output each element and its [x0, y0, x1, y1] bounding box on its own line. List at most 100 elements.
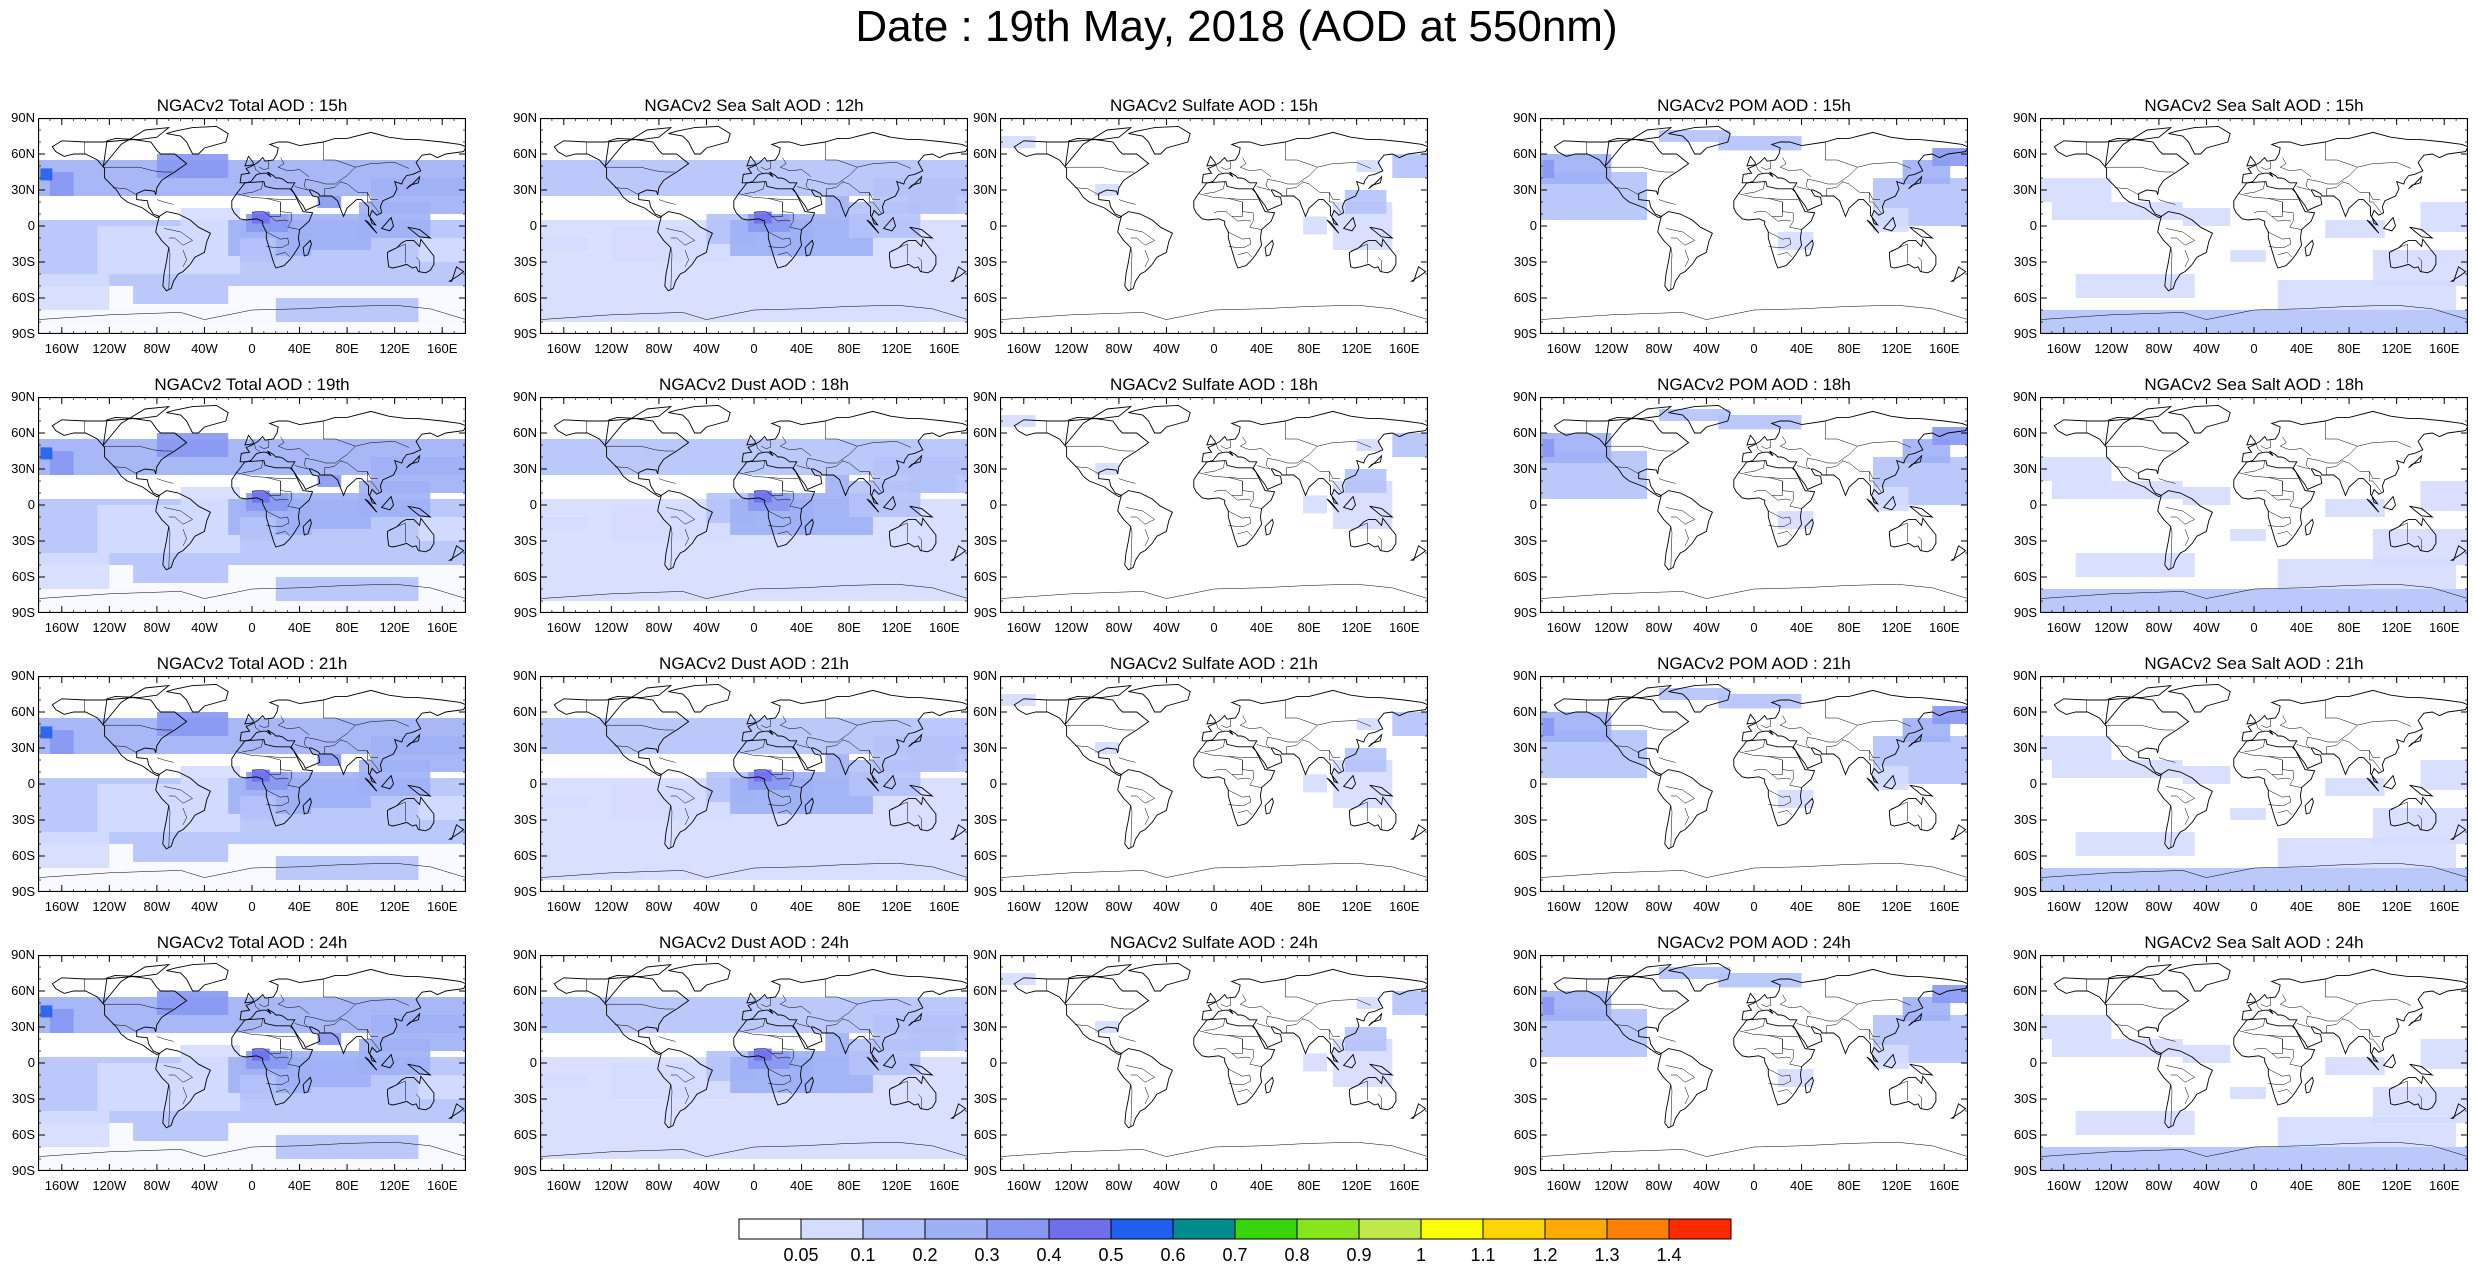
- lon-tick-label: 80E: [1297, 620, 1321, 635]
- country-border: [1665, 786, 1696, 804]
- country-border: [1228, 231, 1252, 248]
- coastline: [553, 418, 690, 498]
- coastline: [364, 219, 378, 234]
- country-border: [1074, 1024, 1099, 1033]
- aod-patch: [133, 1123, 229, 1141]
- colorbar-swatch: [1482, 1218, 1546, 1240]
- coastline: [51, 139, 188, 219]
- map-panel: NGACv2 Sulfate AOD : 15h 90N 60N 30N 0 30S 60S…: [973, 96, 1428, 356]
- coastline: [804, 797, 814, 815]
- lat-tick-label: 90S: [2013, 884, 2037, 899]
- country-border: [1198, 751, 1243, 775]
- country-border: [670, 805, 673, 848]
- lon-tick-label: 40W: [693, 620, 720, 635]
- aod-patch: [2075, 832, 2195, 856]
- country-border: [841, 460, 880, 479]
- coastline: [949, 1103, 967, 1119]
- country-border: [1144, 1086, 1149, 1104]
- coastline: [1409, 824, 1427, 840]
- country-border: [777, 1089, 793, 1095]
- country-border: [266, 756, 296, 758]
- coastline: [804, 1076, 814, 1094]
- country-border: [305, 446, 356, 464]
- coastline: [51, 418, 188, 498]
- country-border: [2307, 167, 2358, 185]
- coastline: [1342, 216, 1356, 232]
- coastline: [380, 1053, 394, 1069]
- coastline: [2408, 733, 2423, 748]
- aod-patch: [2325, 220, 2385, 238]
- country-border: [1267, 725, 1318, 743]
- lon-tick-label: 40E: [789, 899, 814, 914]
- lon-tick-label: 120E: [1881, 899, 1912, 914]
- country-border: [760, 161, 771, 170]
- country-border: [1239, 994, 1272, 1014]
- coastline: [908, 733, 923, 748]
- country-border: [2238, 1030, 2283, 1054]
- country-border: [1684, 1086, 1689, 1104]
- country-border: [2417, 815, 2422, 830]
- lat-tick-label: 90S: [973, 605, 997, 620]
- coastline: [51, 976, 188, 1056]
- aod-patch: [2325, 778, 2385, 796]
- coastline: [2053, 139, 2190, 219]
- lon-tick-label: 40E: [287, 899, 312, 914]
- coastline: [741, 689, 968, 784]
- lon-tick-label: 40W: [1693, 899, 1720, 914]
- aod-patch: [1303, 1053, 1327, 1072]
- coastline: [387, 1075, 435, 1111]
- country-border: [1756, 443, 1763, 453]
- country-border: [1125, 1065, 1156, 1083]
- country-border: [305, 167, 356, 185]
- lon-tick-label: 40W: [1153, 341, 1180, 356]
- country-border: [2282, 202, 2302, 230]
- coastline: [1733, 181, 1816, 269]
- country-border: [1826, 1018, 1844, 1033]
- coastline: [406, 733, 421, 748]
- country-border: [2158, 199, 2176, 205]
- country-border: [670, 247, 673, 290]
- coastline: [2053, 976, 2190, 1056]
- coastline: [1604, 685, 1673, 726]
- country-border: [1796, 1016, 1811, 1028]
- panel-title: NGACv2 Sulfate AOD : 24h: [1110, 933, 1318, 952]
- country-border: [38, 862, 466, 878]
- colorbar-label: 0.6: [1160, 1245, 1186, 1265]
- coastline: [102, 127, 171, 168]
- lon-tick-label: 120W: [1594, 620, 1629, 635]
- coastline: [1193, 181, 1276, 269]
- coastline: [908, 454, 923, 469]
- aod-patch: [908, 190, 957, 214]
- country-border: [1204, 181, 1225, 194]
- lat-tick-label: 30N: [513, 740, 537, 755]
- coastline: [1804, 518, 1814, 536]
- lat-tick-label: 60S: [513, 569, 537, 584]
- country-border: [1665, 507, 1696, 525]
- coastline: [1882, 774, 1896, 790]
- aod-patch: [1000, 694, 1036, 706]
- coastline: [1368, 1012, 1383, 1027]
- coastline: [1326, 498, 1340, 513]
- lon-tick-label: 160E: [929, 899, 960, 914]
- country-border: [756, 443, 763, 453]
- country-border: [2165, 786, 2196, 804]
- lon-tick-label: 120E: [881, 620, 912, 635]
- coastline: [1804, 239, 1814, 257]
- coastline: [2241, 410, 2468, 505]
- country-border: [168, 1084, 171, 1127]
- lon-tick-label: 160E: [2429, 899, 2460, 914]
- lat-tick-label: 0: [27, 776, 35, 791]
- country-border: [605, 166, 675, 173]
- country-border: [777, 252, 793, 258]
- country-border: [2417, 257, 2422, 272]
- coastline: [909, 226, 934, 239]
- country-border: [2282, 760, 2302, 788]
- lon-tick-label: 40W: [1153, 620, 1180, 635]
- country-border: [269, 774, 289, 780]
- country-border: [1771, 1053, 1791, 1059]
- country-border: [1377, 536, 1382, 551]
- country-border: [1074, 745, 1099, 754]
- lon-tick-label: 120E: [1341, 1178, 1372, 1193]
- country-border: [540, 583, 968, 599]
- coastline: [239, 410, 466, 505]
